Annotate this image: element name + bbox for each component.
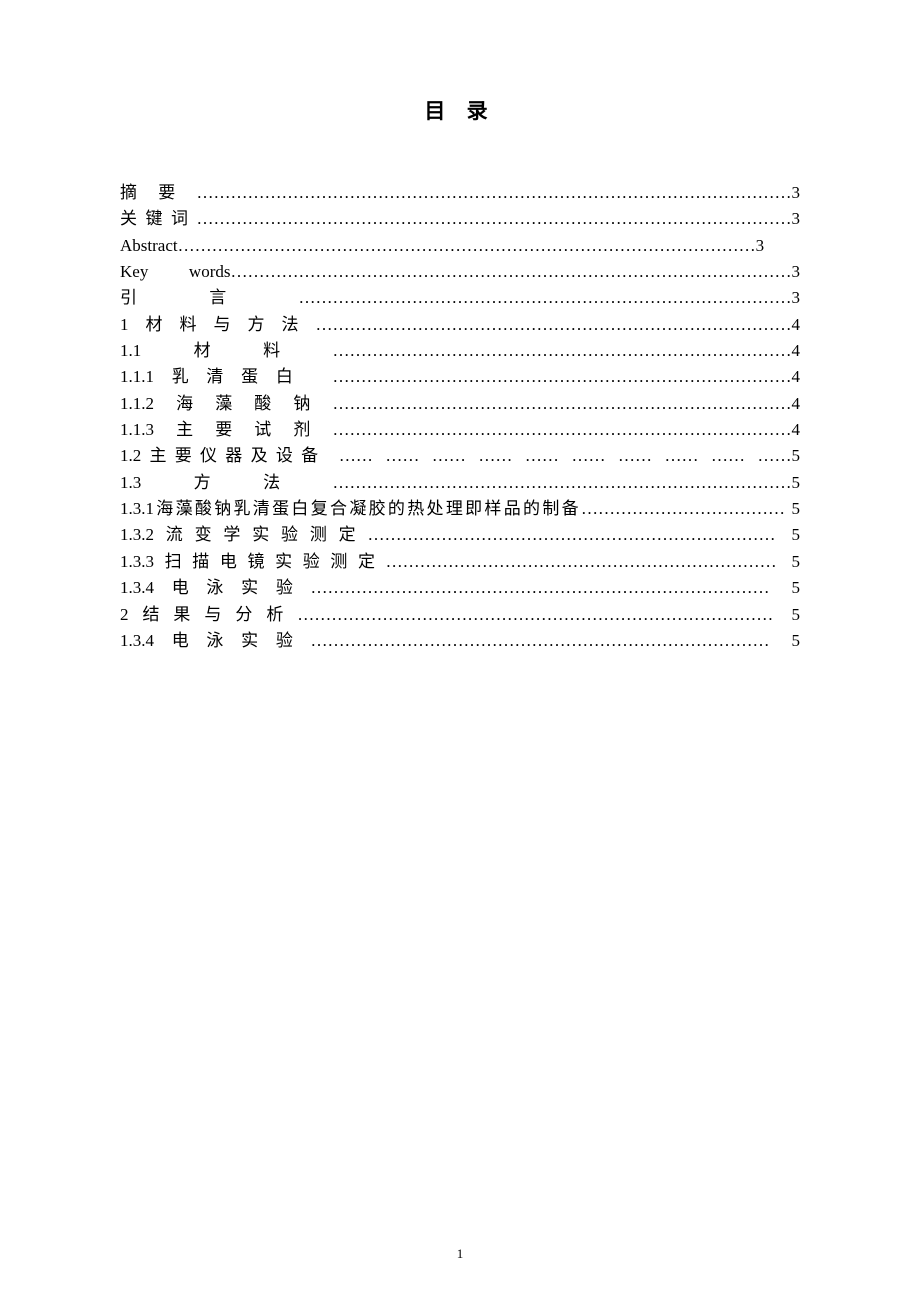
toc-entry: 关键词……………………………………………………………………………………………3 <box>120 206 800 232</box>
document-page: 目 录 摘要…………………………………………………………………………………………… <box>0 0 920 1302</box>
toc-entry: Key words…………………………………………………………………………………… <box>120 259 800 285</box>
toc-entry: 摘要……………………………………………………………………………………………3 <box>120 180 800 206</box>
toc-entry: 1.1材料………………………………………………………………………4 <box>120 338 800 364</box>
toc-entry: 1.3.4电泳实验……………………………………………………………………… 5 <box>120 575 800 601</box>
toc-entry: 1.2主要仪器及设备 …… …… …… …… …… …… …… …… …… ……… <box>120 443 800 469</box>
toc-title: 目 录 <box>120 95 800 125</box>
toc-entry: 1.3方法………………………………………………………………………5 <box>120 470 800 496</box>
toc-entry: 1.3.2流变学实验测定……………………………………………………………… 5 <box>120 522 800 548</box>
toc-entry: 引言……………………………………………………………………………3 <box>120 285 800 311</box>
toc-entry: 1材料与方法…………………………………………………………………………4 <box>120 312 800 338</box>
toc-entry: 1.3.1海藻酸钠乳清蛋白复合凝胶的热处理即样品的制备……………………………… … <box>120 496 800 522</box>
toc-entry: 1.1.3主要试剂………………………………………………………………………4 <box>120 417 800 443</box>
toc-entry: Abstract……………………………………………………………………………………… <box>120 233 800 259</box>
page-number: 1 <box>0 1246 920 1262</box>
toc-entry: 1.3.3扫描电镜实验测定…………………………………………………………… 5 <box>120 549 800 575</box>
toc-entry: 1.3.4电泳实验……………………………………………………………………… 5 <box>120 628 800 654</box>
toc-entry: 1.1.2海藻酸钠………………………………………………………………………4 <box>120 391 800 417</box>
toc-entry: 2结果与分析………………………………………………………………………… 5 <box>120 602 800 628</box>
toc-body: 摘要……………………………………………………………………………………………3 关… <box>120 180 800 654</box>
toc-entry: 1.1.1乳清蛋白 ………………………………………………………………………4 <box>120 364 800 390</box>
